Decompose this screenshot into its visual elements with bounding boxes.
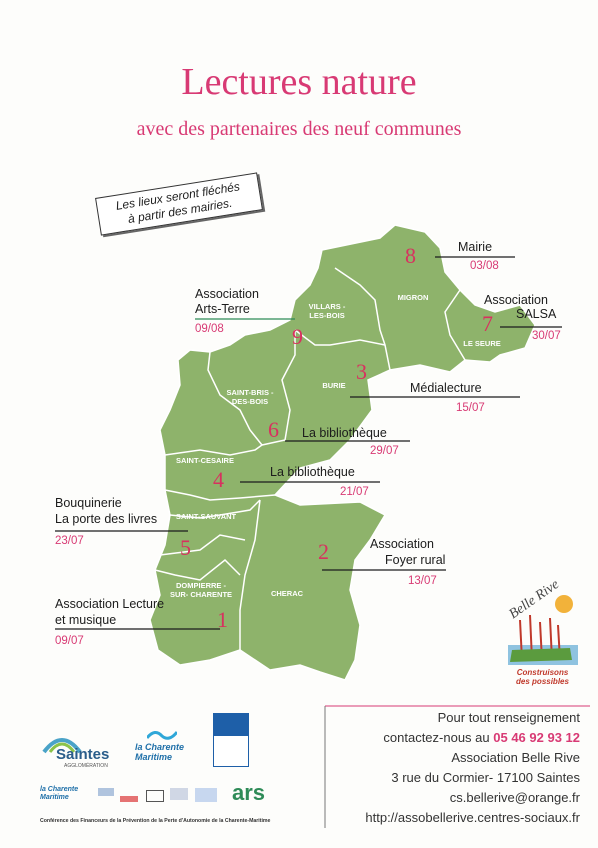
event-1-label-2: et musique bbox=[55, 613, 117, 627]
marker-2: 2 bbox=[318, 539, 329, 564]
marker-9: 9 bbox=[292, 324, 303, 349]
contact-line-4: 3 rue du Cormier- 17100 Saintes bbox=[391, 770, 580, 785]
event-2-label-1: Association bbox=[370, 537, 434, 551]
udaf-emblem-icon bbox=[214, 714, 248, 736]
charente-maritime-name: la Charente Maritime bbox=[135, 742, 185, 762]
wave-icon bbox=[147, 731, 177, 740]
associations-familiales-logo bbox=[213, 713, 249, 767]
phone-number[interactable]: 05 46 92 93 12 bbox=[493, 730, 580, 745]
ars-logo: ars bbox=[232, 780, 266, 805]
commune-burie: BURIE bbox=[322, 381, 346, 390]
event-8-date: 03/08 bbox=[470, 260, 499, 272]
commune-le-seure: LE SEURE bbox=[463, 339, 501, 348]
page-subtitle: avec des partenaires des neuf communes bbox=[136, 118, 462, 140]
contact-website[interactable]: http://assobellerive.centres-sociaux.fr bbox=[365, 810, 580, 825]
commune-cherac: CHERAC bbox=[270, 589, 304, 598]
event-9-date: 09/08 bbox=[195, 323, 224, 335]
cnsa-icon bbox=[146, 790, 164, 802]
belle-rive-emblem-icon bbox=[508, 595, 578, 665]
event-1-date: 09/07 bbox=[55, 635, 84, 647]
page-title: Lectures nature bbox=[181, 61, 417, 103]
marker-4: 4 bbox=[213, 467, 224, 492]
slogan-line-1: Construisons bbox=[516, 668, 569, 677]
event-1-label-1: Association Lecture bbox=[55, 597, 165, 611]
saintes-arc-icon bbox=[42, 738, 82, 754]
contact-line-2: contactez-nous au 05 46 92 93 12 bbox=[383, 728, 580, 748]
event-4-date: 21/07 bbox=[340, 486, 369, 498]
partner-logos-row bbox=[98, 788, 218, 804]
commune-saint-cesaire: SAINT-CESAIRE bbox=[176, 456, 234, 465]
carsat-icon bbox=[98, 788, 114, 796]
commune-dompierre: DOMPIERRE -SUR- CHARENTE bbox=[169, 581, 233, 599]
event-2-date: 13/07 bbox=[408, 575, 437, 587]
event-6-date: 29/07 bbox=[370, 445, 399, 457]
marker-5: 5 bbox=[180, 535, 191, 560]
event-5-label-2: La porte des livres bbox=[55, 512, 158, 526]
saintes-logo: Saintes AGGLOMÉRATION bbox=[42, 732, 117, 772]
marker-7: 7 bbox=[482, 311, 493, 336]
charente-maritime-logo: la Charente Maritime bbox=[135, 728, 193, 768]
commune-saint-sauvant: SAINT-SAUVANT bbox=[175, 512, 237, 521]
marker-8: 8 bbox=[405, 243, 416, 268]
commune-villars: VILLARS -LES-BOIS bbox=[308, 302, 346, 320]
event-7-date: 30/07 bbox=[532, 330, 561, 342]
commune-saint-bris: SAINT-BRIS -DES-BOIS bbox=[226, 388, 274, 406]
event-9-label-1: Association bbox=[195, 287, 259, 301]
slogan-line-2: des possibles bbox=[516, 677, 569, 686]
cnav-icon bbox=[170, 788, 188, 800]
event-6-label: La bibliothèque bbox=[302, 426, 387, 440]
contact-prefix: contactez-nous au bbox=[383, 730, 494, 745]
event-2-label-2: Foyer rural bbox=[385, 553, 446, 567]
saintes-sub: AGGLOMÉRATION bbox=[64, 763, 108, 769]
event-4-label: La bibliothèque bbox=[270, 465, 355, 479]
marker-3: 3 bbox=[356, 359, 367, 384]
department-icon bbox=[195, 788, 217, 802]
marker-6: 6 bbox=[268, 417, 279, 442]
event-5-label-1: Bouquinerie bbox=[55, 496, 122, 510]
event-5-date: 23/07 bbox=[55, 535, 84, 547]
event-7-label-1: Association bbox=[484, 293, 548, 307]
belle-rive-logo: Belle Rive Construisons des possibles bbox=[500, 577, 585, 690]
commune-migron: MIGRON bbox=[397, 293, 429, 302]
event-3-date: 15/07 bbox=[456, 402, 485, 414]
contact-email[interactable]: cs.bellerive@orange.fr bbox=[449, 790, 580, 805]
belle-rive-slogan: Construisons des possibles bbox=[500, 668, 585, 686]
marker-1: 1 bbox=[217, 607, 228, 632]
saintes-name: Saintes bbox=[56, 746, 110, 763]
map-shape bbox=[149, 224, 536, 681]
contact-line-3: Association Belle Rive bbox=[451, 750, 580, 765]
event-7-label-2: SALSA bbox=[516, 307, 557, 321]
event-3-label: Médialecture bbox=[410, 381, 482, 395]
contact-line-1: Pour tout renseignement bbox=[437, 710, 580, 725]
event-9-label-2: Arts-Terre bbox=[195, 302, 250, 316]
msa-icon bbox=[120, 796, 138, 802]
footer-text: Conférence des Financeurs de la Préventi… bbox=[40, 818, 271, 824]
event-8-label: Mairie bbox=[458, 240, 493, 254]
charente-maritime-small-logo: la Charente Maritime bbox=[40, 786, 79, 801]
